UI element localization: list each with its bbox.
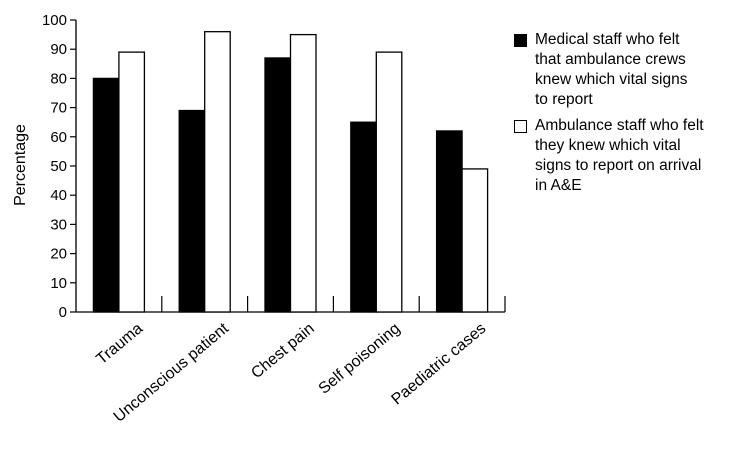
x-tick-label-self-poisoning: Self poisoning bbox=[316, 320, 404, 398]
y-tick-label: 10 bbox=[50, 275, 67, 292]
bar-unconscious-patient-series-1 bbox=[178, 109, 206, 313]
y-tick-label: 90 bbox=[50, 41, 67, 58]
bar-trauma-series-2 bbox=[118, 51, 146, 313]
y-tick-label: 50 bbox=[50, 158, 67, 175]
bar-chest-pain-series-1 bbox=[264, 57, 292, 313]
bar-trauma-series-1 bbox=[92, 77, 120, 313]
legend-item-ambulance-staff: Ambulance staff who felt they knew which… bbox=[514, 116, 742, 196]
bar-paediatric-cases-series-1 bbox=[435, 130, 463, 313]
bar-self-poisoning-series-1 bbox=[350, 121, 377, 313]
bar-chest-pain-series-2 bbox=[289, 33, 317, 313]
legend-label-ambulance-staff: Ambulance staff who felt they knew which… bbox=[535, 117, 704, 194]
legend-item-medical-staff: Medical staff who felt that ambulance cr… bbox=[514, 30, 742, 110]
bar-paediatric-cases-series-2 bbox=[461, 168, 489, 313]
bars bbox=[92, 31, 489, 313]
y-tick-label: 0 bbox=[59, 304, 67, 321]
y-axis-label: Percentage bbox=[12, 124, 29, 206]
bar-unconscious-patient-series-2 bbox=[204, 31, 231, 313]
y-tick-label: 80 bbox=[50, 70, 67, 87]
x-tick-label-paediatric-cases: Paediatric cases bbox=[389, 320, 490, 408]
legend: Medical staff who felt that ambulance cr… bbox=[514, 30, 742, 202]
y-tick-label: 30 bbox=[50, 216, 67, 233]
y-axis-ticks: 0 10 20 30 40 50 60 70 80 90 100 bbox=[42, 12, 76, 321]
y-tick-label: 70 bbox=[50, 100, 67, 117]
legend-label-medical-staff: Medical staff who felt that ambulance cr… bbox=[535, 31, 688, 108]
x-tick-label-trauma: Trauma bbox=[93, 320, 146, 368]
legend-swatch-medical-staff bbox=[514, 34, 527, 47]
y-tick-label: 40 bbox=[50, 187, 67, 204]
y-tick-label: 20 bbox=[50, 246, 67, 263]
legend-swatch-ambulance-staff bbox=[514, 120, 527, 133]
y-tick-label: 100 bbox=[42, 12, 67, 29]
x-tick-label-chest-pain: Chest pain bbox=[248, 320, 318, 382]
bar-self-poisoning-series-2 bbox=[375, 51, 403, 313]
y-tick-label: 60 bbox=[50, 129, 67, 146]
